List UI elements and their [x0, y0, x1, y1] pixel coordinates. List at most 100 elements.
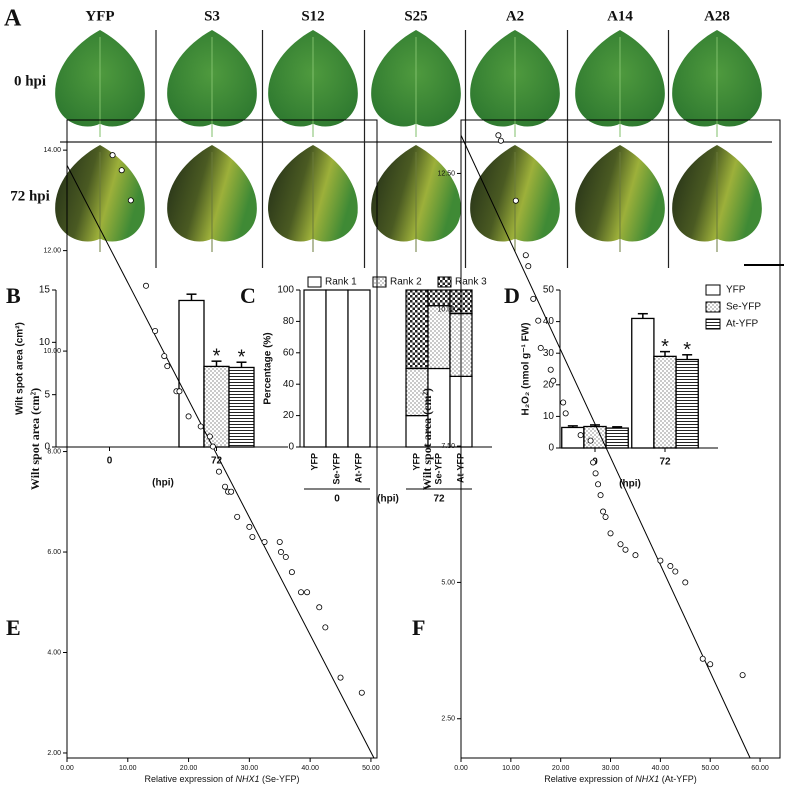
point — [206, 433, 213, 440]
point — [118, 167, 125, 174]
y-tick-label: 40 — [283, 379, 295, 390]
point — [261, 538, 268, 545]
legend-swatch — [705, 301, 721, 313]
point — [316, 604, 323, 611]
bar — [203, 365, 230, 448]
bar-segment — [303, 289, 327, 448]
y-tick-label: 10.00 — [437, 307, 455, 314]
point — [657, 557, 664, 564]
point — [161, 353, 168, 360]
group-label: 72 — [433, 494, 445, 505]
x-tick-label: 50.00 — [701, 765, 719, 772]
point — [109, 152, 116, 159]
bar-segment — [405, 289, 429, 370]
y-tick-label: 30 — [543, 348, 555, 359]
significance-mark: * — [683, 339, 691, 361]
point — [597, 492, 604, 499]
point — [595, 481, 602, 488]
y-tick-label: 12.50 — [437, 170, 455, 177]
x-axis-label-part: Relative expression of — [544, 774, 635, 784]
significance-mark: * — [213, 345, 221, 367]
point — [535, 317, 542, 324]
x-tick-label: YFP — [309, 453, 319, 471]
point — [152, 327, 159, 334]
y-tick-label: 5.00 — [441, 579, 455, 586]
column-label: A14 — [607, 8, 633, 24]
y-tick-label: 50 — [543, 285, 555, 296]
x-tick-label: 20.00 — [552, 765, 570, 772]
x-axis-label-part: NHX1 — [236, 774, 260, 784]
legend-label: Se-YFP — [726, 302, 761, 313]
point — [276, 538, 283, 545]
point — [228, 488, 235, 495]
row-label: 72 hpi — [10, 188, 50, 204]
row-label: 0 hpi — [14, 73, 46, 89]
point — [288, 569, 295, 576]
x-axis-label: Relative expression of NHX1 (Se-YFP) — [144, 774, 299, 784]
point — [530, 295, 537, 302]
y-tick-label: 0 — [44, 442, 50, 453]
legend-label: YFP — [726, 285, 746, 296]
significance-mark: * — [238, 347, 246, 369]
panel-letter: B — [6, 283, 21, 308]
significance-mark: * — [661, 336, 669, 358]
x-tick-label: 20.00 — [180, 765, 198, 772]
y-tick-label: 6.00 — [47, 549, 61, 556]
bar-segment — [427, 289, 451, 307]
point — [672, 568, 679, 575]
legend-swatch — [705, 318, 721, 330]
point — [298, 589, 305, 596]
y-axis-label: H₂O₂ (nmol g⁻¹ FW) — [521, 322, 532, 415]
x-tick-label: Se-YFP — [331, 453, 341, 485]
y-tick-label: 12.00 — [43, 247, 61, 254]
point — [667, 563, 674, 570]
column-label: YFP — [85, 8, 114, 24]
y-tick-label: 0 — [548, 443, 554, 454]
group-label: 0 — [334, 494, 340, 505]
point — [617, 541, 624, 548]
bar — [605, 427, 629, 449]
panel-letter: E — [6, 615, 21, 640]
y-tick-label: 40 — [543, 316, 555, 327]
y-tick-label: 2.50 — [441, 716, 455, 723]
point — [209, 443, 216, 450]
column-label: S12 — [301, 8, 324, 24]
legend-swatch — [437, 276, 452, 288]
point — [525, 263, 532, 270]
point — [246, 523, 253, 530]
x-axis-label: Relative expression of NHX1 (At-YFP) — [544, 774, 697, 784]
plot-frame — [66, 119, 378, 759]
x-tick-label: YFP — [411, 453, 421, 471]
legend-swatch — [372, 276, 387, 288]
y-axis-label: Wilt spot area (cm²) — [420, 388, 434, 490]
point — [222, 483, 229, 490]
y-tick-label: 100 — [277, 285, 294, 296]
point — [537, 344, 544, 351]
bar — [675, 358, 699, 449]
point — [699, 655, 706, 662]
y-tick-label: 20 — [543, 379, 555, 390]
y-tick-label: 10.00 — [43, 348, 61, 355]
x-tick-label: 50.00 — [362, 765, 380, 772]
y-tick-label: 4.00 — [47, 649, 61, 656]
point — [358, 689, 365, 696]
point — [622, 546, 629, 553]
x-tick-label: 72 — [211, 456, 223, 467]
column-label: A28 — [704, 8, 730, 24]
point — [560, 399, 567, 406]
x-axis-label: (hpi) — [152, 478, 174, 489]
point — [337, 674, 344, 681]
x-tick-label: 0.00 — [454, 765, 468, 772]
fit-line — [66, 164, 375, 759]
bar-segment — [347, 289, 371, 448]
column-label: S3 — [204, 8, 220, 24]
legend-swatch — [705, 284, 721, 296]
bar — [631, 317, 655, 449]
fit-line — [460, 135, 751, 759]
x-tick-label: 0 — [107, 456, 113, 467]
bar-segment — [325, 289, 349, 448]
point — [304, 589, 311, 596]
point — [550, 377, 557, 384]
point — [682, 579, 689, 586]
